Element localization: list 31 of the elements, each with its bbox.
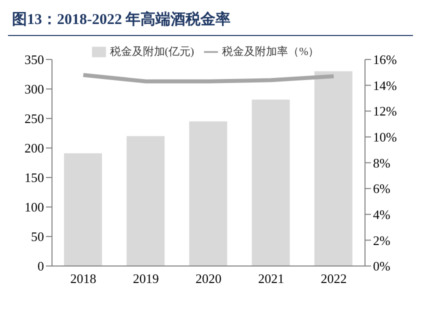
y2-tick-label: 0%: [373, 258, 390, 274]
x-tick-label: 2019: [132, 271, 159, 286]
x-tick-label: 2022: [320, 271, 347, 286]
chart-title: 图13：2018-2022 年高端酒税金率: [8, 8, 413, 36]
x-tick-label: 2018: [70, 271, 96, 286]
y2-tick-label: 6%: [373, 181, 390, 196]
bar: [64, 153, 102, 266]
legend-label: 税金及附加率（%）: [222, 46, 320, 58]
y-tick-label: 200: [24, 140, 44, 156]
y-tick-label: 0: [38, 258, 44, 274]
y2-tick-label: 2%: [373, 232, 390, 248]
y2-tick-label: 16%: [373, 52, 397, 68]
y2-tick-label: 10%: [373, 130, 397, 145]
y2-tick-label: 14%: [373, 78, 397, 93]
bar: [126, 136, 165, 266]
y-tick-label: 100: [24, 200, 44, 215]
bar: [314, 71, 352, 266]
x-tick-label: 2021: [258, 271, 284, 286]
bar: [189, 121, 228, 266]
bar: [252, 100, 290, 266]
legend-label: 税金及附加(亿元): [110, 46, 194, 58]
y-tick-label: 350: [24, 52, 44, 68]
y2-tick-label: 8%: [373, 155, 390, 170]
x-tick-label: 2020: [196, 271, 222, 286]
y-tick-label: 250: [24, 111, 44, 126]
y-tick-label: 50: [31, 229, 44, 244]
y2-tick-label: 12%: [373, 104, 397, 119]
line-series: [81, 72, 336, 84]
y2-tick-label: 4%: [373, 206, 390, 222]
y-tick-label: 300: [24, 82, 44, 97]
y-tick-label: 150: [24, 170, 44, 186]
